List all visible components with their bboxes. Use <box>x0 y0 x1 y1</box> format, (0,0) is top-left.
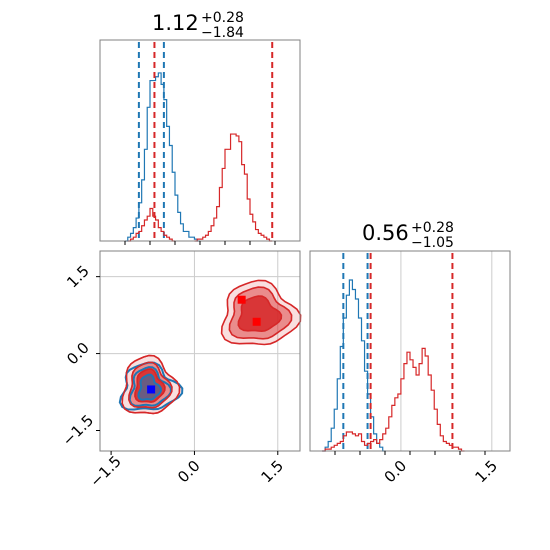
x-tick-label: 1.5 <box>471 457 501 487</box>
marker-marker_red <box>237 295 246 304</box>
x-tick-label: 1.5 <box>257 457 287 487</box>
panel-1-marginal <box>99 39 301 245</box>
y-tick-label: 0.0 <box>63 339 93 369</box>
red-contour-outline <box>134 368 166 403</box>
marker-marker_red <box>252 317 261 326</box>
marker-marker_blue <box>147 385 156 394</box>
histogram-red-1 <box>194 133 273 242</box>
panel-frame <box>99 39 301 242</box>
title-1-lower: −1.84 <box>201 25 244 41</box>
panel-frame <box>99 250 301 452</box>
x-tick-label: −1.5 <box>86 452 124 490</box>
title-3-value: 0.56 <box>362 221 409 245</box>
red-contour-1 <box>237 295 283 333</box>
red-contour-outline <box>128 361 173 409</box>
panel-3-title: 0.56 +0.28 −1.05 <box>362 220 454 251</box>
panel-3-marginal: 0.0 1.5 <box>309 250 511 487</box>
blue-contour <box>118 361 184 411</box>
histogram-red-3 <box>322 347 465 452</box>
y-tick-label: 1.5 <box>63 262 93 292</box>
histogram-blue-1 <box>125 72 200 242</box>
panel-2-joint: −1.5 0.0 1.5 −1.5 0.0 1.5 <box>59 250 302 491</box>
title-3-upper: +0.28 <box>411 220 454 236</box>
histogram-red-1 <box>127 207 175 242</box>
title-1-upper: +0.28 <box>201 10 244 26</box>
y-tick-label: −1.5 <box>59 411 97 449</box>
title-1-value: 1.12 <box>152 11 199 35</box>
panel-1-title: 1.12 +0.28 −1.84 <box>152 10 244 41</box>
blue-contour <box>128 366 172 407</box>
x-tick-label: 0.0 <box>381 457 411 487</box>
title-3-lower: −1.05 <box>411 235 454 251</box>
histogram-blue-3 <box>322 279 386 452</box>
red-contour-outline <box>121 354 181 415</box>
x-tick-label: 0.0 <box>174 457 204 487</box>
